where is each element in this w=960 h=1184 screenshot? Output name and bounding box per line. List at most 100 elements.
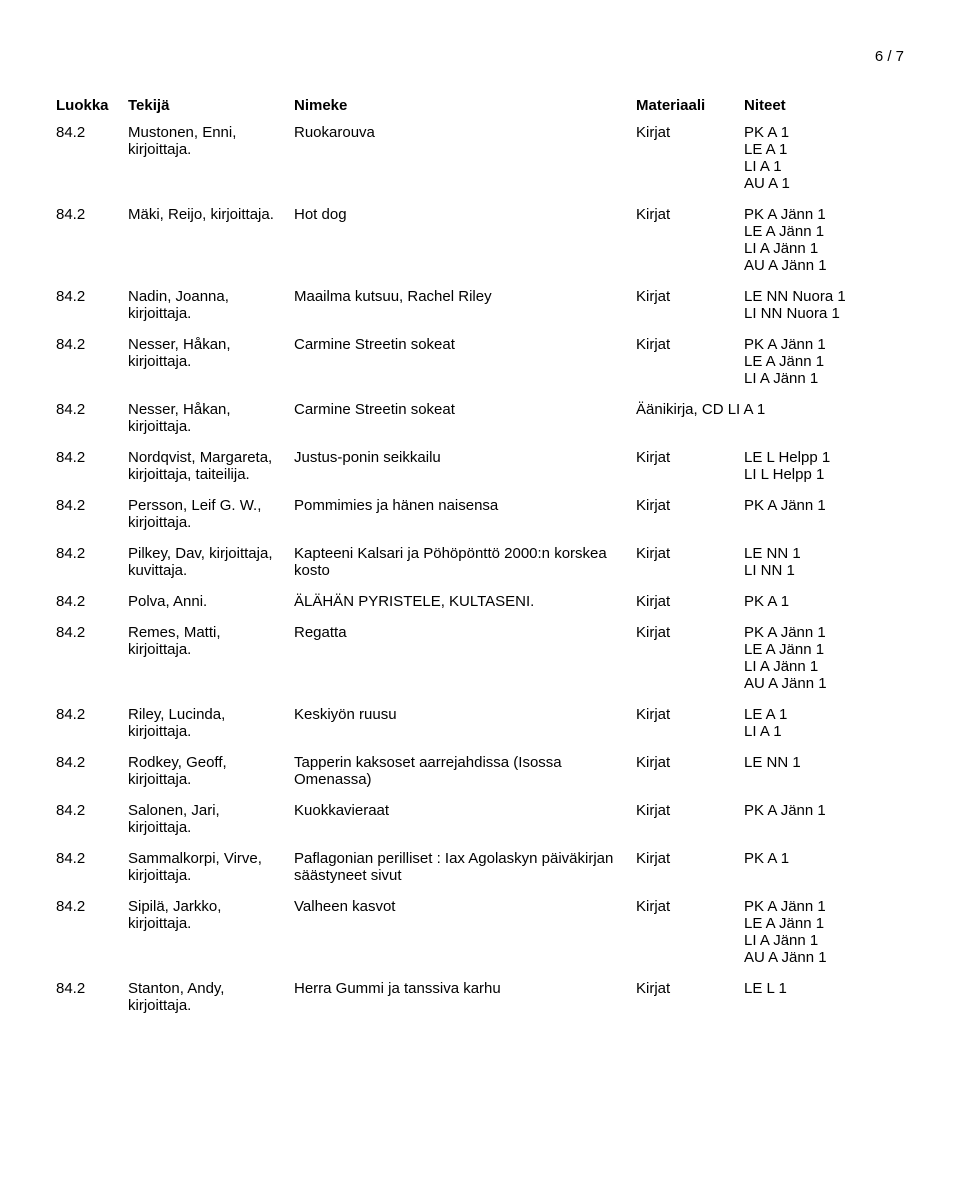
cell-materiaali: Kirjat (636, 624, 744, 641)
table-row: 84.2Riley, Lucinda, kirjoittaja.Keskiyön… (56, 706, 904, 740)
table-row: 84.2Polva, Anni.ÄLÄHÄN PYRISTELE, KULTAS… (56, 593, 904, 610)
table-row: 84.2Stanton, Andy, kirjoittaja.Herra Gum… (56, 980, 904, 1014)
niteet-line: LI A Jänn 1 (744, 370, 904, 387)
cell-nimeke: Kapteeni Kalsari ja Pöhöpönttö 2000:n ko… (294, 545, 636, 579)
table-row: 84.2Rodkey, Geoff, kirjoittaja.Tapperin … (56, 754, 904, 788)
table-row: 84.2Sammalkorpi, Virve, kirjoittaja.Pafl… (56, 850, 904, 884)
niteet-line: AU A Jänn 1 (744, 949, 904, 966)
cell-nimeke: ÄLÄHÄN PYRISTELE, KULTASENI. (294, 593, 636, 610)
cell-luokka: 84.2 (56, 980, 128, 997)
cell-materiaali: Kirjat (636, 449, 744, 466)
cell-tekija: Mustonen, Enni, kirjoittaja. (128, 124, 294, 158)
cell-niteet: PK A Jänn 1LE A Jänn 1LI A Jänn 1AU A Jä… (744, 624, 904, 692)
cell-materiaali-niteet: Äänikirja, CD LI A 1 (636, 401, 904, 418)
cell-nimeke: Pommimies ja hänen naisensa (294, 497, 636, 514)
niteet-line: AU A 1 (744, 175, 904, 192)
niteet-line: PK A Jänn 1 (744, 497, 904, 514)
cell-tekija: Sipilä, Jarkko, kirjoittaja. (128, 898, 294, 932)
cell-tekija: Pilkey, Dav, kirjoittaja, kuvittaja. (128, 545, 294, 579)
niteet-line: PK A Jänn 1 (744, 624, 904, 641)
cell-luokka: 84.2 (56, 754, 128, 771)
cell-tekija: Nadin, Joanna, kirjoittaja. (128, 288, 294, 322)
niteet-line: LE L Helpp 1 (744, 449, 904, 466)
niteet-line: LI A Jänn 1 (744, 658, 904, 675)
cell-niteet: LE L 1 (744, 980, 904, 997)
niteet-line: LI A Jänn 1 (744, 932, 904, 949)
cell-luokka: 84.2 (56, 449, 128, 466)
niteet-line: LI L Helpp 1 (744, 466, 904, 483)
table-body: 84.2Mustonen, Enni, kirjoittaja.Ruokarou… (56, 124, 904, 1014)
cell-niteet: LE NN Nuora 1LI NN Nuora 1 (744, 288, 904, 322)
cell-tekija: Polva, Anni. (128, 593, 294, 610)
cell-tekija: Remes, Matti, kirjoittaja. (128, 624, 294, 658)
cell-niteet: PK A Jänn 1LE A Jänn 1LI A Jänn 1AU A Jä… (744, 898, 904, 966)
cell-nimeke: Maailma kutsuu, Rachel Riley (294, 288, 636, 305)
niteet-line: LI NN Nuora 1 (744, 305, 904, 322)
cell-materiaali: Kirjat (636, 124, 744, 141)
cell-niteet: PK A Jänn 1 (744, 497, 904, 514)
cell-materiaali: Kirjat (636, 545, 744, 562)
cell-tekija: Nesser, Håkan, kirjoittaja. (128, 401, 294, 435)
cell-tekija: Nesser, Håkan, kirjoittaja. (128, 336, 294, 370)
header-tekija: Tekijä (128, 97, 294, 114)
cell-nimeke: Tapperin kaksoset aarrejahdissa (Isossa … (294, 754, 636, 788)
table-row: 84.2Salonen, Jari, kirjoittaja.Kuokkavie… (56, 802, 904, 836)
cell-materiaali: Kirjat (636, 593, 744, 610)
table-row: 84.2Persson, Leif G. W., kirjoittaja.Pom… (56, 497, 904, 531)
table-row: 84.2Mäki, Reijo, kirjoittaja.Hot dogKirj… (56, 206, 904, 274)
cell-tekija: Stanton, Andy, kirjoittaja. (128, 980, 294, 1014)
cell-luokka: 84.2 (56, 124, 128, 141)
table-row: 84.2Remes, Matti, kirjoittaja.RegattaKir… (56, 624, 904, 692)
cell-luokka: 84.2 (56, 288, 128, 305)
table-row: 84.2Nordqvist, Margareta, kirjoittaja, t… (56, 449, 904, 483)
table-row: 84.2Mustonen, Enni, kirjoittaja.Ruokarou… (56, 124, 904, 192)
cell-nimeke: Ruokarouva (294, 124, 636, 141)
cell-luokka: 84.2 (56, 401, 128, 418)
niteet-line: PK A 1 (744, 593, 904, 610)
cell-nimeke: Keskiyön ruusu (294, 706, 636, 723)
cell-niteet: LE NN 1 (744, 754, 904, 771)
cell-luokka: 84.2 (56, 898, 128, 915)
table-row: 84.2Sipilä, Jarkko, kirjoittaja.Valheen … (56, 898, 904, 966)
cell-luokka: 84.2 (56, 802, 128, 819)
header-niteet: Niteet (744, 97, 904, 114)
niteet-line: PK A 1 (744, 124, 904, 141)
cell-niteet: LE NN 1LI NN 1 (744, 545, 904, 579)
niteet-line: LE A Jänn 1 (744, 353, 904, 370)
niteet-line: PK A Jänn 1 (744, 206, 904, 223)
cell-niteet: LE L Helpp 1LI L Helpp 1 (744, 449, 904, 483)
niteet-line: LE NN 1 (744, 754, 904, 771)
cell-tekija: Persson, Leif G. W., kirjoittaja. (128, 497, 294, 531)
niteet-line: PK A Jänn 1 (744, 898, 904, 915)
cell-tekija: Rodkey, Geoff, kirjoittaja. (128, 754, 294, 788)
cell-niteet: LE A 1LI A 1 (744, 706, 904, 740)
cell-materiaali: Kirjat (636, 754, 744, 771)
niteet-line: LE A Jänn 1 (744, 915, 904, 932)
cell-materiaali: Kirjat (636, 980, 744, 997)
cell-niteet: PK A 1LE A 1LI A 1AU A 1 (744, 124, 904, 192)
page-number: 6 / 7 (56, 48, 904, 65)
cell-nimeke: Carmine Streetin sokeat (294, 336, 636, 353)
cell-luokka: 84.2 (56, 336, 128, 353)
niteet-line: LE NN 1 (744, 545, 904, 562)
cell-luokka: 84.2 (56, 497, 128, 514)
table-row: 84.2Pilkey, Dav, kirjoittaja, kuvittaja.… (56, 545, 904, 579)
cell-nimeke: Kuokkavieraat (294, 802, 636, 819)
cell-luokka: 84.2 (56, 624, 128, 641)
cell-nimeke: Justus-ponin seikkailu (294, 449, 636, 466)
niteet-line: LE A Jänn 1 (744, 641, 904, 658)
cell-niteet: PK A 1 (744, 593, 904, 610)
niteet-line: LE NN Nuora 1 (744, 288, 904, 305)
niteet-line: AU A Jänn 1 (744, 257, 904, 274)
cell-niteet: PK A Jänn 1LE A Jänn 1LI A Jänn 1AU A Jä… (744, 206, 904, 274)
cell-nimeke: Hot dog (294, 206, 636, 223)
niteet-line: PK A 1 (744, 850, 904, 867)
cell-luokka: 84.2 (56, 850, 128, 867)
cell-nimeke: Carmine Streetin sokeat (294, 401, 636, 418)
cell-materiaali: Kirjat (636, 850, 744, 867)
cell-nimeke: Valheen kasvot (294, 898, 636, 915)
niteet-line: LE A Jänn 1 (744, 223, 904, 240)
cell-tekija: Salonen, Jari, kirjoittaja. (128, 802, 294, 836)
niteet-line: PK A Jänn 1 (744, 336, 904, 353)
cell-materiaali: Kirjat (636, 802, 744, 819)
